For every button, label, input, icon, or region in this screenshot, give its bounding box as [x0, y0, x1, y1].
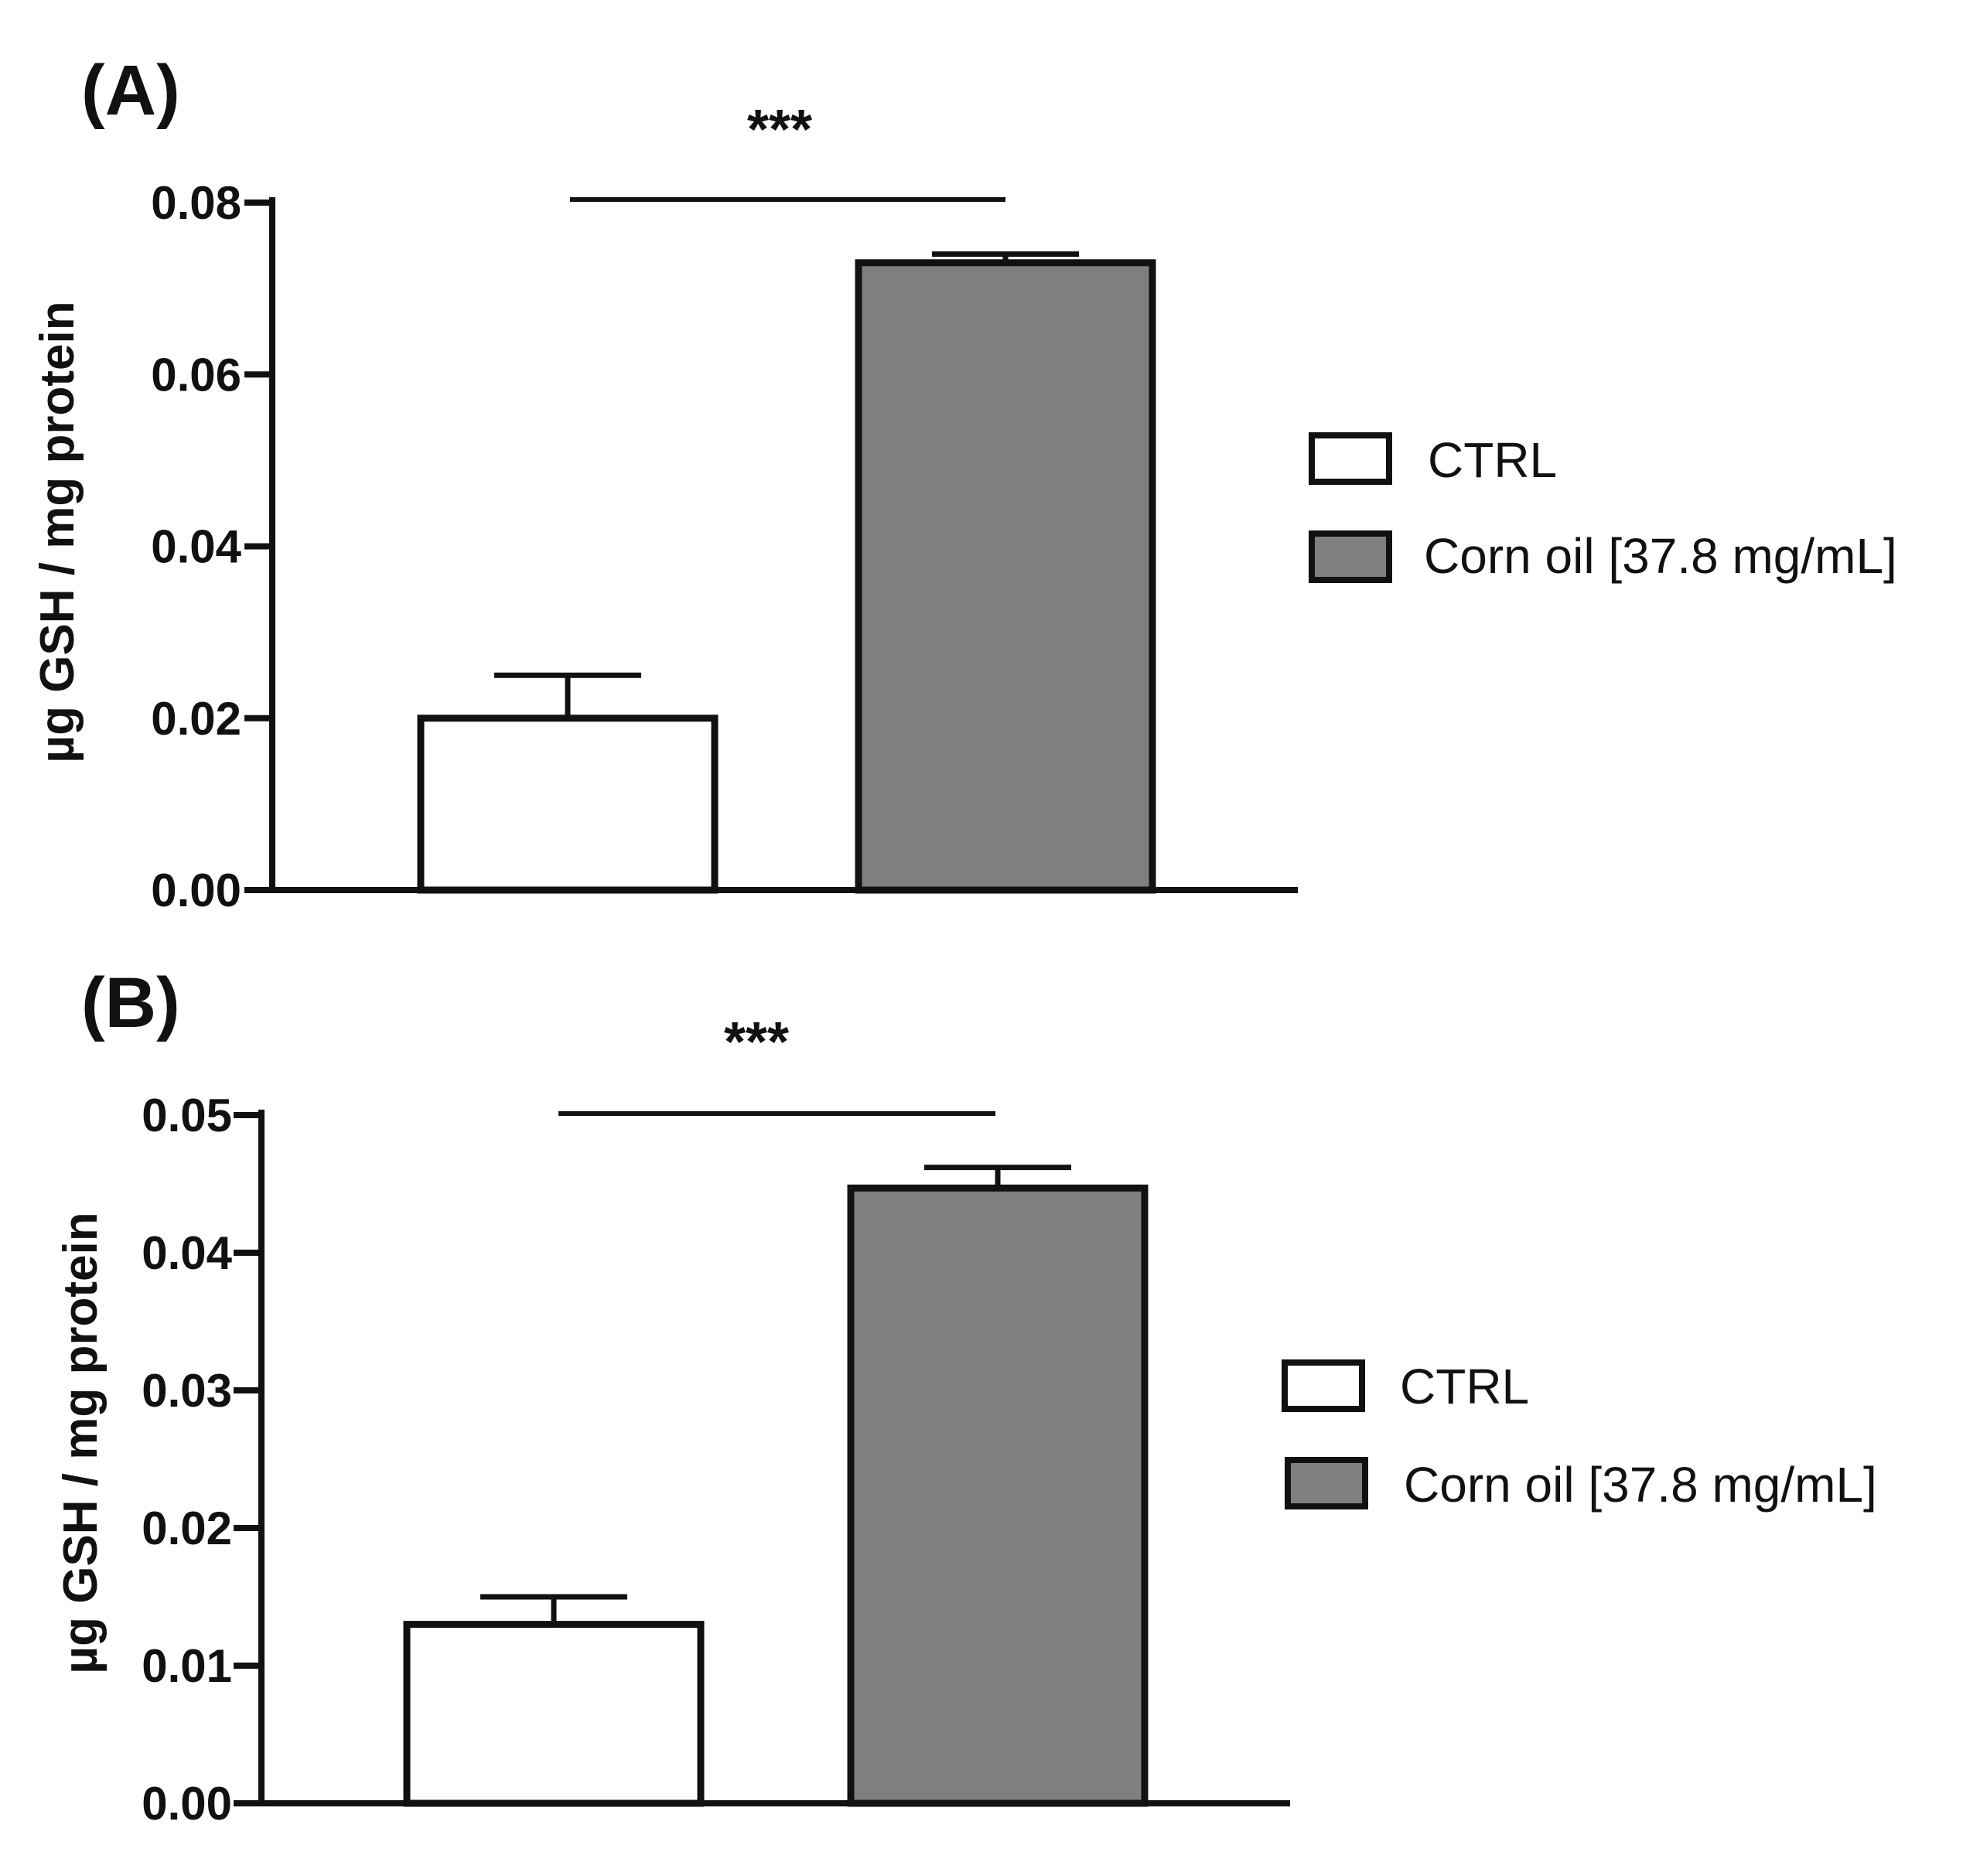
panel-b-significance: ***: [724, 1011, 789, 1073]
panel-b-legend: CTRL Corn oil [37.8 mg/mL]: [1282, 1359, 1877, 1513]
panel-a-significance: ***: [747, 99, 812, 161]
panel-b-y-axis-title: µg GSH / mg protein: [54, 1212, 108, 1673]
panel-b-bar-ctrl: [403, 1621, 705, 1807]
panel-b-legend-swatch-ctrl: [1282, 1359, 1365, 1412]
panel-a: (A) *** µg GSH / mg protein 0.00 0.02 0.04…: [31, 51, 1897, 916]
panel-b-legend-swatch-corn-oil: [1285, 1457, 1368, 1509]
panel-b-bars: [403, 1184, 1149, 1807]
panel-a-ytick-label: 0.06: [151, 349, 241, 401]
panel-a-yticks: 0.00 0.02 0.04 0.06 0.08: [151, 177, 272, 916]
panel-b-ytick-label: 0.05: [142, 1090, 232, 1141]
panel-a-legend-label-ctrl: CTRL: [1428, 432, 1557, 488]
panel-b-errorbars: [480, 1165, 1071, 1625]
panel-a-ytick-label: 0.04: [151, 521, 241, 573]
panel-a-ytick-label: 0.08: [151, 177, 241, 229]
panel-a-legend-label-corn-oil: Corn oil [37.8 mg/mL]: [1424, 528, 1897, 584]
panel-a-legend-swatch-corn-oil: [1309, 530, 1392, 583]
panel-b-legend-label-corn-oil: Corn oil [37.8 mg/mL]: [1404, 1457, 1877, 1513]
panel-b-ytick-label: 0.03: [142, 1365, 232, 1417]
panel-b-label: (B): [81, 964, 180, 1042]
panel-a-bars: [417, 259, 1156, 894]
panel-a-legend: CTRL Corn oil [37.8 mg/mL]: [1309, 432, 1897, 584]
panel-b-ytick-label: 0.04: [142, 1227, 232, 1279]
panel-b: (B) *** µg GSH / mg protein 0.00 0.01 0.02…: [54, 964, 1877, 1830]
panel-b-yticks: 0.00 0.01 0.02 0.03 0.04 0.05: [142, 1090, 261, 1830]
panel-a-legend-swatch-ctrl: [1309, 432, 1392, 485]
panel-a-bar-ctrl: [417, 715, 719, 894]
panel-b-ytick-label: 0.00: [142, 1778, 232, 1830]
panel-b-legend-label-ctrl: CTRL: [1400, 1359, 1529, 1414]
panel-a-ytick-label: 0.02: [151, 693, 241, 745]
panel-a-ytick-label: 0.00: [151, 865, 241, 916]
panel-a-bar-corn-oil: [855, 259, 1156, 894]
panel-b-ytick-label: 0.02: [142, 1503, 232, 1554]
panel-a-y-axis-title: µg GSH / mg protein: [31, 301, 84, 762]
panel-a-errorbars: [494, 251, 1079, 718]
panel-b-bar-corn-oil: [847, 1184, 1149, 1807]
panel-a-label: (A): [81, 51, 180, 130]
panel-b-ytick-label: 0.01: [142, 1640, 232, 1692]
